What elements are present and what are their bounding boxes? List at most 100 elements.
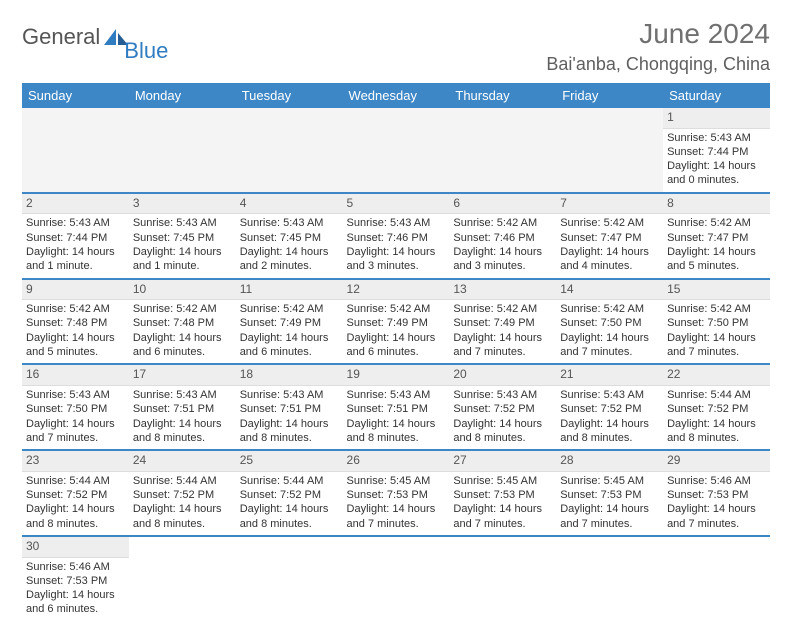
day-sunrise: Sunrise: 5:45 AM	[453, 474, 552, 488]
day-number: 10	[129, 280, 236, 301]
day-sunrise: Sunrise: 5:42 AM	[347, 302, 446, 316]
day-daylight2: and 5 minutes.	[667, 259, 766, 273]
day-number: 13	[449, 280, 556, 301]
day-daylight2: and 7 minutes.	[453, 517, 552, 531]
calendar-empty-cell	[556, 536, 663, 621]
day-daylight2: and 7 minutes.	[453, 345, 552, 359]
calendar-week-row: 16Sunrise: 5:43 AMSunset: 7:50 PMDayligh…	[22, 364, 770, 450]
day-body: Sunrise: 5:45 AMSunset: 7:53 PMDaylight:…	[556, 472, 663, 535]
day-body: Sunrise: 5:44 AMSunset: 7:52 PMDaylight:…	[236, 472, 343, 535]
calendar-empty-cell	[663, 536, 770, 621]
day-body: Sunrise: 5:43 AMSunset: 7:44 PMDaylight:…	[663, 129, 770, 192]
calendar-day-cell: 30Sunrise: 5:46 AMSunset: 7:53 PMDayligh…	[22, 536, 129, 621]
day-daylight2: and 3 minutes.	[347, 259, 446, 273]
day-daylight2: and 8 minutes.	[667, 431, 766, 445]
day-sunset: Sunset: 7:53 PM	[560, 488, 659, 502]
day-sunrise: Sunrise: 5:43 AM	[240, 216, 339, 230]
page-title: June 2024	[546, 18, 770, 50]
day-daylight1: Daylight: 14 hours	[453, 331, 552, 345]
day-body: Sunrise: 5:43 AMSunset: 7:46 PMDaylight:…	[343, 214, 450, 277]
calendar-body: 1Sunrise: 5:43 AMSunset: 7:44 PMDaylight…	[22, 108, 770, 621]
title-block: June 2024 Bai'anba, Chongqing, China	[546, 18, 770, 75]
day-daylight2: and 8 minutes.	[26, 517, 125, 531]
logo: General Blue	[22, 18, 176, 50]
day-body: Sunrise: 5:46 AMSunset: 7:53 PMDaylight:…	[22, 558, 129, 621]
day-daylight2: and 8 minutes.	[347, 431, 446, 445]
day-number: 3	[129, 194, 236, 215]
calendar-day-cell: 23Sunrise: 5:44 AMSunset: 7:52 PMDayligh…	[22, 450, 129, 536]
day-daylight1: Daylight: 14 hours	[26, 331, 125, 345]
day-number: 22	[663, 365, 770, 386]
day-sunset: Sunset: 7:49 PM	[347, 316, 446, 330]
day-sunset: Sunset: 7:52 PM	[453, 402, 552, 416]
day-sunset: Sunset: 7:53 PM	[453, 488, 552, 502]
day-body: Sunrise: 5:43 AMSunset: 7:50 PMDaylight:…	[22, 386, 129, 449]
day-sunset: Sunset: 7:52 PM	[240, 488, 339, 502]
calendar-day-cell: 19Sunrise: 5:43 AMSunset: 7:51 PMDayligh…	[343, 364, 450, 450]
day-daylight2: and 7 minutes.	[560, 517, 659, 531]
day-body: Sunrise: 5:42 AMSunset: 7:49 PMDaylight:…	[236, 300, 343, 363]
day-sunrise: Sunrise: 5:44 AM	[26, 474, 125, 488]
day-number: 17	[129, 365, 236, 386]
day-sunset: Sunset: 7:45 PM	[133, 231, 232, 245]
day-body: Sunrise: 5:44 AMSunset: 7:52 PMDaylight:…	[663, 386, 770, 449]
day-sunset: Sunset: 7:46 PM	[453, 231, 552, 245]
day-sunrise: Sunrise: 5:42 AM	[453, 216, 552, 230]
day-body: Sunrise: 5:44 AMSunset: 7:52 PMDaylight:…	[129, 472, 236, 535]
day-sunrise: Sunrise: 5:43 AM	[26, 388, 125, 402]
location: Bai'anba, Chongqing, China	[546, 54, 770, 75]
calendar-week-row: 23Sunrise: 5:44 AMSunset: 7:52 PMDayligh…	[22, 450, 770, 536]
logo-text-sub: Blue	[124, 38, 168, 64]
day-sunrise: Sunrise: 5:45 AM	[560, 474, 659, 488]
day-daylight1: Daylight: 14 hours	[133, 417, 232, 431]
day-daylight2: and 8 minutes.	[560, 431, 659, 445]
day-sunrise: Sunrise: 5:42 AM	[453, 302, 552, 316]
day-daylight1: Daylight: 14 hours	[240, 502, 339, 516]
day-daylight1: Daylight: 14 hours	[133, 245, 232, 259]
calendar-empty-cell	[129, 536, 236, 621]
day-sunrise: Sunrise: 5:43 AM	[240, 388, 339, 402]
day-number: 21	[556, 365, 663, 386]
calendar-day-cell: 15Sunrise: 5:42 AMSunset: 7:50 PMDayligh…	[663, 279, 770, 365]
day-daylight1: Daylight: 14 hours	[667, 331, 766, 345]
calendar-empty-cell	[22, 108, 129, 193]
calendar-table: Sunday Monday Tuesday Wednesday Thursday…	[22, 83, 770, 621]
day-sunrise: Sunrise: 5:45 AM	[347, 474, 446, 488]
day-body: Sunrise: 5:42 AMSunset: 7:49 PMDaylight:…	[343, 300, 450, 363]
day-daylight1: Daylight: 14 hours	[667, 245, 766, 259]
day-body: Sunrise: 5:45 AMSunset: 7:53 PMDaylight:…	[449, 472, 556, 535]
day-sunrise: Sunrise: 5:43 AM	[453, 388, 552, 402]
calendar-day-cell: 29Sunrise: 5:46 AMSunset: 7:53 PMDayligh…	[663, 450, 770, 536]
calendar-day-cell: 4Sunrise: 5:43 AMSunset: 7:45 PMDaylight…	[236, 193, 343, 279]
day-daylight1: Daylight: 14 hours	[240, 245, 339, 259]
day-body: Sunrise: 5:42 AMSunset: 7:48 PMDaylight:…	[129, 300, 236, 363]
day-sunrise: Sunrise: 5:42 AM	[26, 302, 125, 316]
day-number: 1	[663, 108, 770, 129]
day-body: Sunrise: 5:42 AMSunset: 7:48 PMDaylight:…	[22, 300, 129, 363]
day-number: 12	[343, 280, 450, 301]
day-daylight2: and 7 minutes.	[347, 517, 446, 531]
day-sunrise: Sunrise: 5:43 AM	[347, 216, 446, 230]
day-number: 20	[449, 365, 556, 386]
calendar-day-cell: 28Sunrise: 5:45 AMSunset: 7:53 PMDayligh…	[556, 450, 663, 536]
day-sunset: Sunset: 7:46 PM	[347, 231, 446, 245]
calendar-empty-cell	[129, 108, 236, 193]
day-daylight1: Daylight: 14 hours	[560, 417, 659, 431]
day-daylight2: and 0 minutes.	[667, 173, 766, 187]
day-daylight2: and 8 minutes.	[240, 517, 339, 531]
day-sunset: Sunset: 7:44 PM	[26, 231, 125, 245]
day-body: Sunrise: 5:42 AMSunset: 7:50 PMDaylight:…	[556, 300, 663, 363]
day-daylight2: and 1 minute.	[133, 259, 232, 273]
day-body: Sunrise: 5:43 AMSunset: 7:51 PMDaylight:…	[343, 386, 450, 449]
day-number: 25	[236, 451, 343, 472]
day-sunset: Sunset: 7:53 PM	[667, 488, 766, 502]
calendar-empty-cell	[236, 108, 343, 193]
day-body: Sunrise: 5:42 AMSunset: 7:50 PMDaylight:…	[663, 300, 770, 363]
day-sunrise: Sunrise: 5:46 AM	[667, 474, 766, 488]
dayheader-tuesday: Tuesday	[236, 83, 343, 108]
calendar-day-cell: 3Sunrise: 5:43 AMSunset: 7:45 PMDaylight…	[129, 193, 236, 279]
day-daylight2: and 7 minutes.	[667, 517, 766, 531]
day-daylight1: Daylight: 14 hours	[26, 245, 125, 259]
dayheader-row: Sunday Monday Tuesday Wednesday Thursday…	[22, 83, 770, 108]
day-daylight1: Daylight: 14 hours	[560, 245, 659, 259]
